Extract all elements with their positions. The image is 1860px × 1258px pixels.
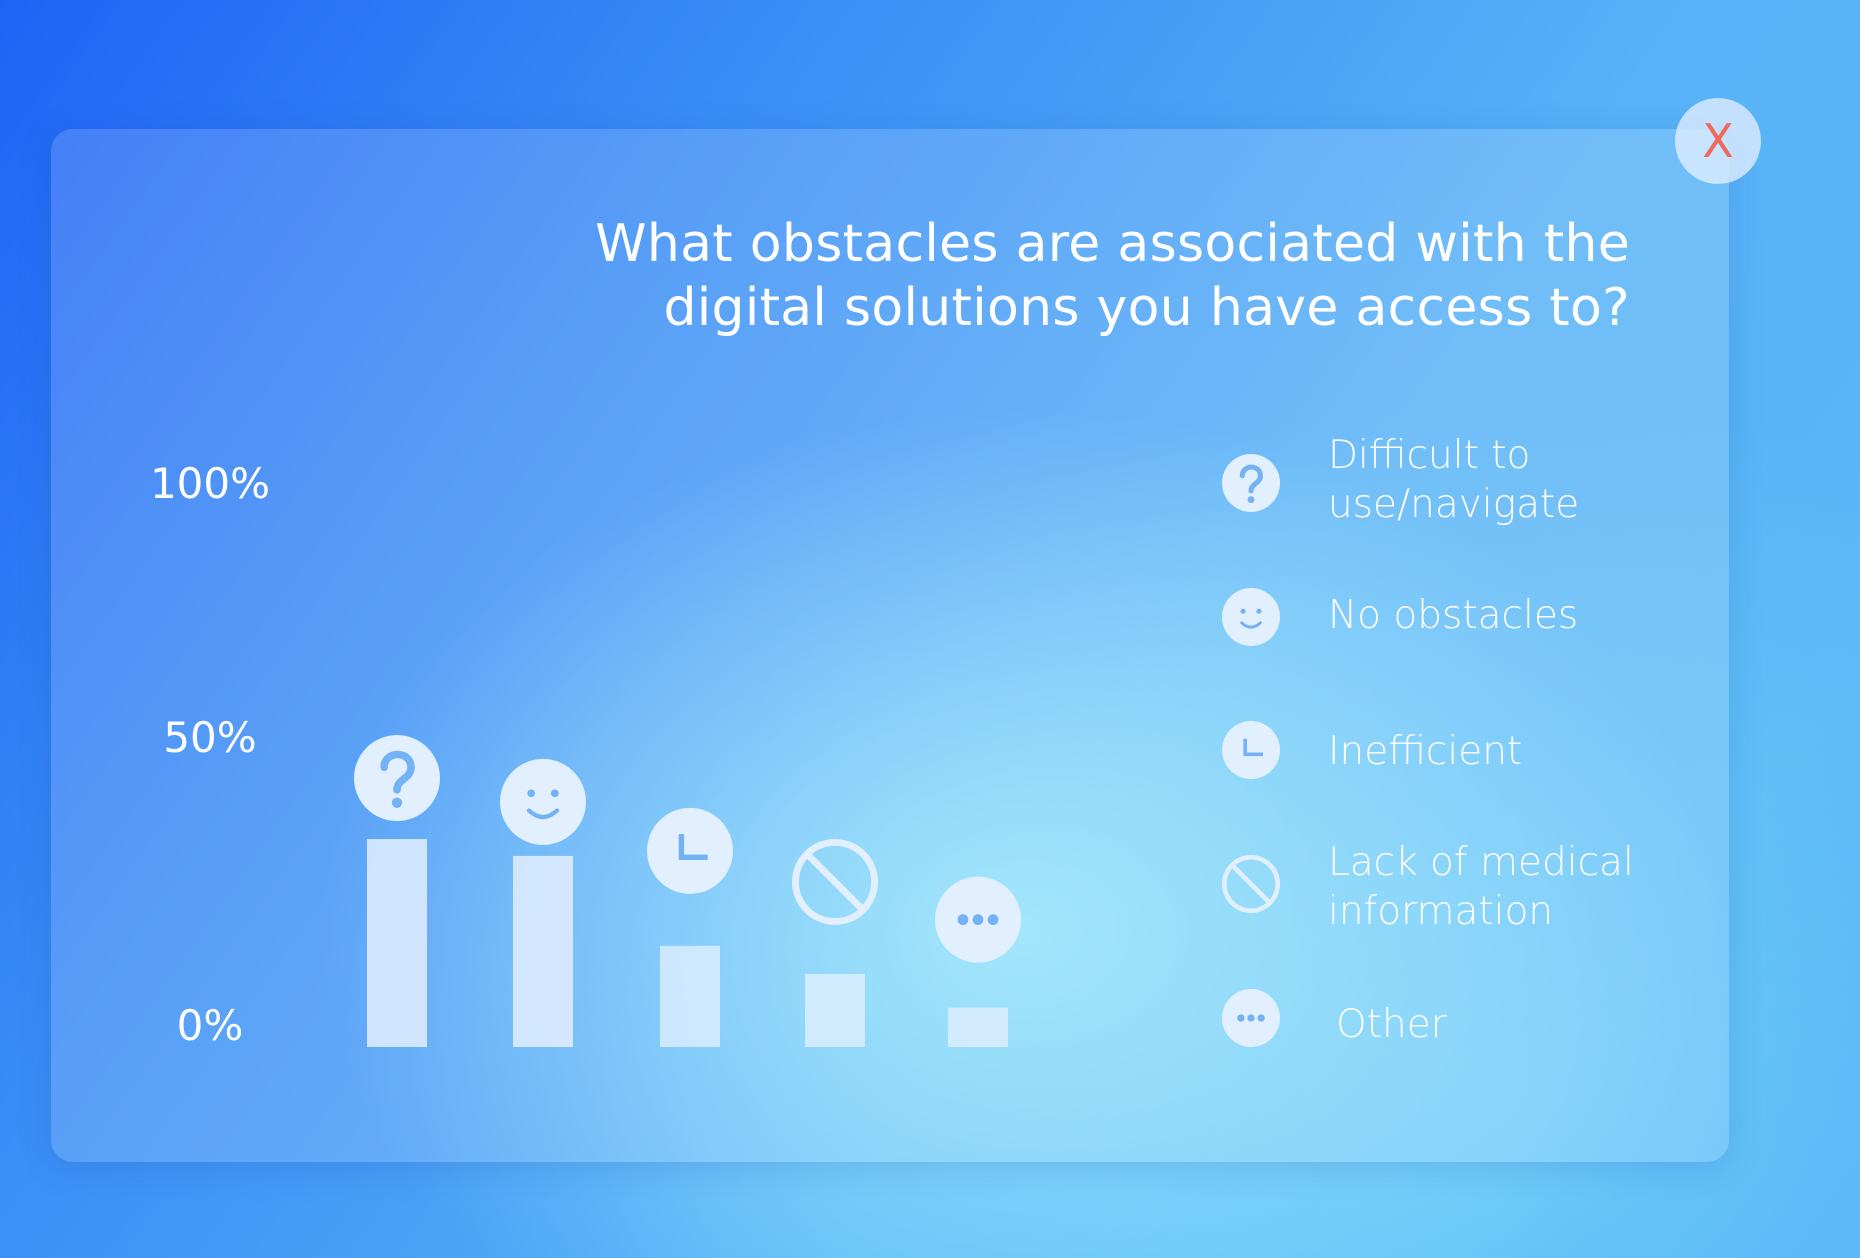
smiley-icon	[1222, 588, 1280, 646]
chart-card	[51, 129, 1729, 1162]
y-tick-label: 50%	[163, 713, 256, 762]
y-tick-label: 0%	[177, 1001, 244, 1050]
legend-item: No obstacles	[1222, 588, 1578, 646]
ellipsis-icon	[935, 876, 1021, 963]
bar	[805, 973, 865, 1047]
bar	[948, 1007, 1008, 1047]
legend-label: Difficult to	[1328, 433, 1530, 478]
bars	[354, 735, 1021, 1047]
legend-label: Other	[1336, 1002, 1447, 1047]
ellipsis-icon	[1222, 989, 1280, 1047]
legend-label: information	[1328, 889, 1553, 934]
close-button[interactable]: X	[1675, 98, 1761, 184]
smiley-icon	[500, 758, 586, 845]
bar	[660, 945, 720, 1047]
ban-icon	[792, 838, 879, 925]
legend-label: Inefficient	[1328, 729, 1522, 774]
ban-icon	[1221, 855, 1280, 914]
question-icon	[1222, 454, 1280, 512]
legend-item: Inefficient	[1222, 721, 1522, 779]
clock-icon	[647, 807, 733, 894]
clock-icon	[1222, 721, 1280, 779]
bar	[367, 839, 427, 1047]
legend-label: Lack of medical	[1328, 840, 1634, 885]
legend-label: No obstacles	[1328, 593, 1578, 638]
legend-item: Other	[1222, 989, 1447, 1047]
close-icon: X	[1702, 114, 1734, 168]
legend-label: use/navigate	[1328, 482, 1579, 527]
question-icon	[354, 735, 440, 822]
bar	[513, 855, 573, 1047]
y-tick-label: 100%	[150, 459, 270, 508]
chart-title: What obstacles are associated with the d…	[595, 214, 1630, 338]
